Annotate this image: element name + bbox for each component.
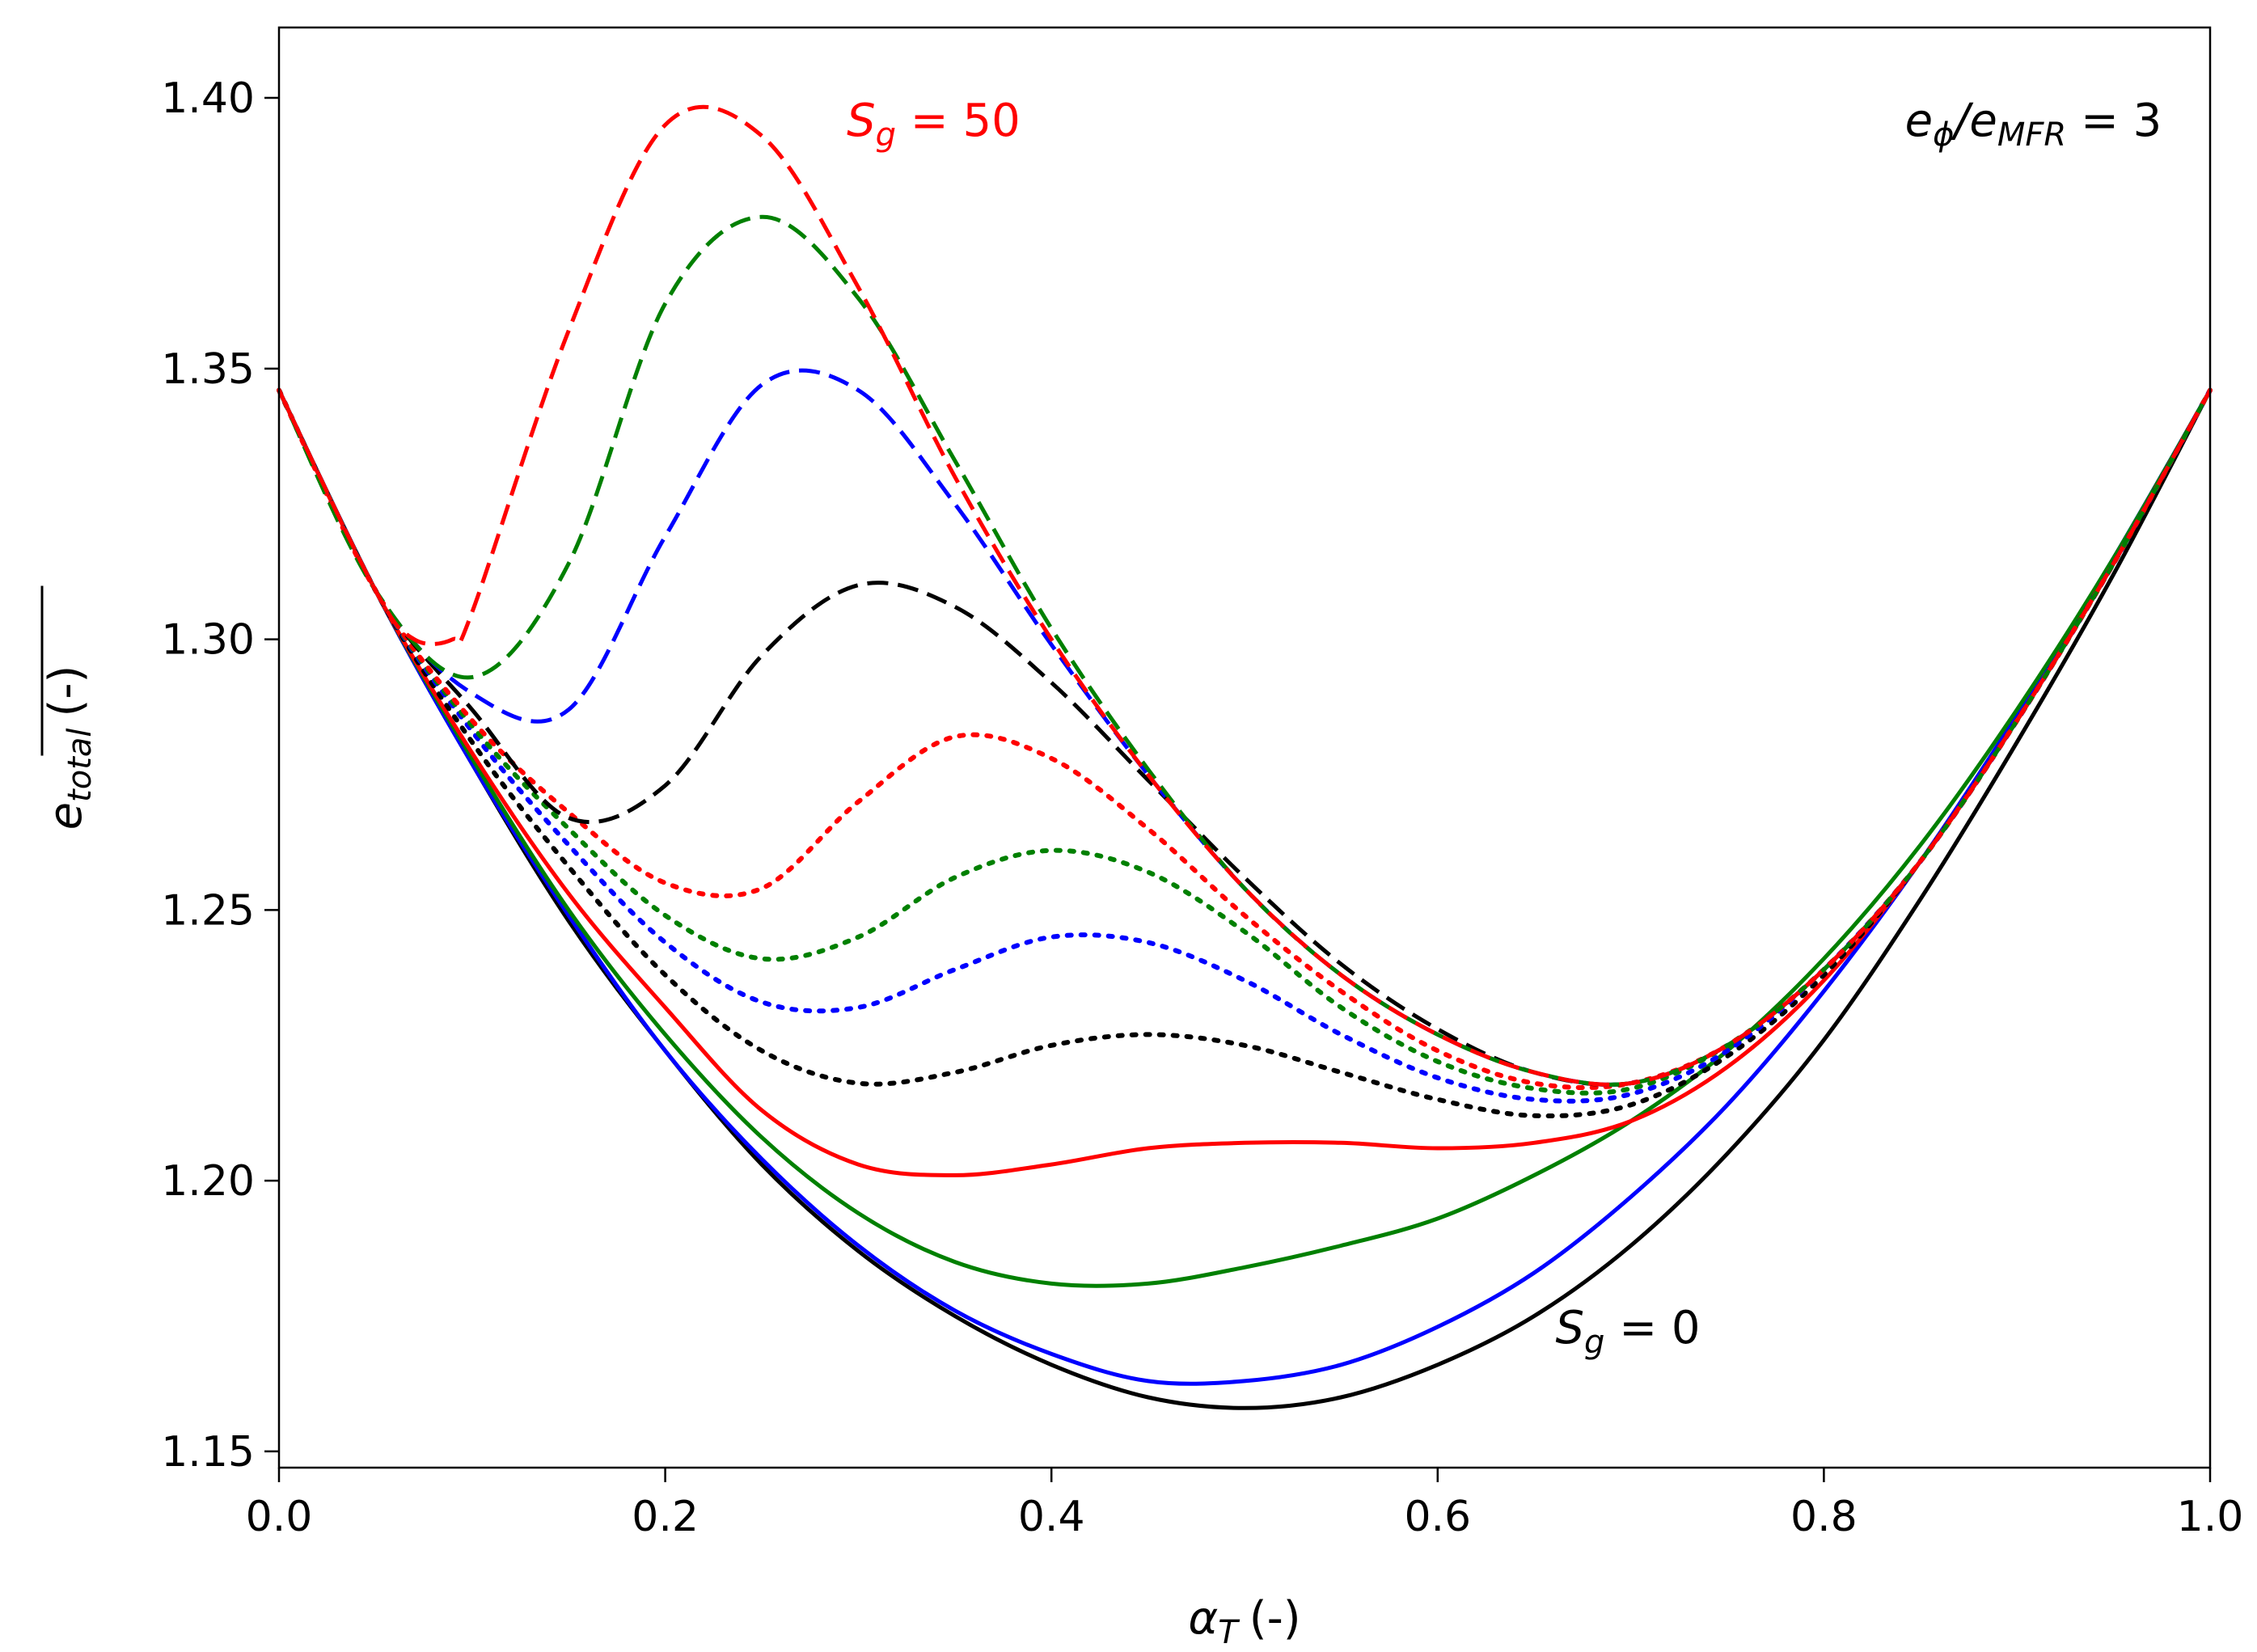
e-ratio-label-mid: /e <box>1951 95 1997 147</box>
x-tick-label: 0.0 <box>246 1493 313 1541</box>
sg-50-label-value: = 50 <box>896 95 1021 147</box>
sg-0-label-subscript: g <box>1584 1324 1604 1361</box>
y-axis-label-group: etotal (-) <box>40 585 99 830</box>
sg-0-label-value: = 0 <box>1604 1302 1700 1354</box>
x-tick-label: 0.8 <box>1790 1493 1858 1541</box>
y-axis-symbol: e <box>40 802 92 830</box>
ticks-layer: 0.0 0.2 0.4 0.6 0.8 1.0 1.15 1.20 1.25 1.30 1.35 1.… <box>161 74 2243 1541</box>
sg-50-label-symbol: S <box>847 95 876 147</box>
series-line-1 <box>277 389 2213 1410</box>
series-line-3 <box>277 389 2213 1288</box>
series-layer <box>277 104 2213 1410</box>
y-tick-label: 1.30 <box>161 616 255 665</box>
x-tick-label: 0.6 <box>1404 1493 1471 1541</box>
series-line-7 <box>277 387 2213 1096</box>
series-line-9 <box>277 389 2213 1087</box>
x-tick-label: 1.0 <box>2177 1493 2244 1541</box>
x-axis-unit: (-) <box>1249 1592 1301 1645</box>
e-ratio-label-symbol: e <box>1905 95 1933 147</box>
e-ratio-label-subscript2: MFR <box>1997 116 2066 154</box>
y-tick-label: 1.15 <box>161 1428 255 1477</box>
y-axis-label: etotal (-) <box>40 665 99 830</box>
x-axis-symbol: α <box>1188 1592 1218 1645</box>
series-line-12 <box>277 104 2213 1087</box>
plot-frame <box>277 26 2212 1469</box>
sg-0-label: Sg = 0 <box>1555 1302 1700 1361</box>
x-axis-subscript: T <box>1218 1614 1241 1651</box>
e-ratio-label: eϕ/eMFR = 3 <box>1905 95 2162 154</box>
y-tick-label: 1.25 <box>161 886 255 935</box>
x-tick-label: 0.4 <box>1018 1493 1085 1541</box>
y-tick-label: 1.35 <box>161 345 255 394</box>
y-tick-label: 1.40 <box>161 74 255 123</box>
y-axis-unit: (-) <box>40 665 92 717</box>
e-ratio-label-subscript: ϕ <box>1933 116 1954 154</box>
x-tick-label: 0.2 <box>632 1493 699 1541</box>
y-tick-label: 1.20 <box>161 1157 255 1206</box>
sg-50-label: Sg = 50 <box>847 95 1021 154</box>
x-axis-label: αT (-) <box>1188 1592 1300 1651</box>
sg-50-label-subscript: g <box>876 116 896 154</box>
e-ratio-label-value: = 3 <box>2066 95 2162 147</box>
y-axis-subscript: total <box>61 728 99 801</box>
sg-0-label-symbol: S <box>1555 1302 1584 1354</box>
